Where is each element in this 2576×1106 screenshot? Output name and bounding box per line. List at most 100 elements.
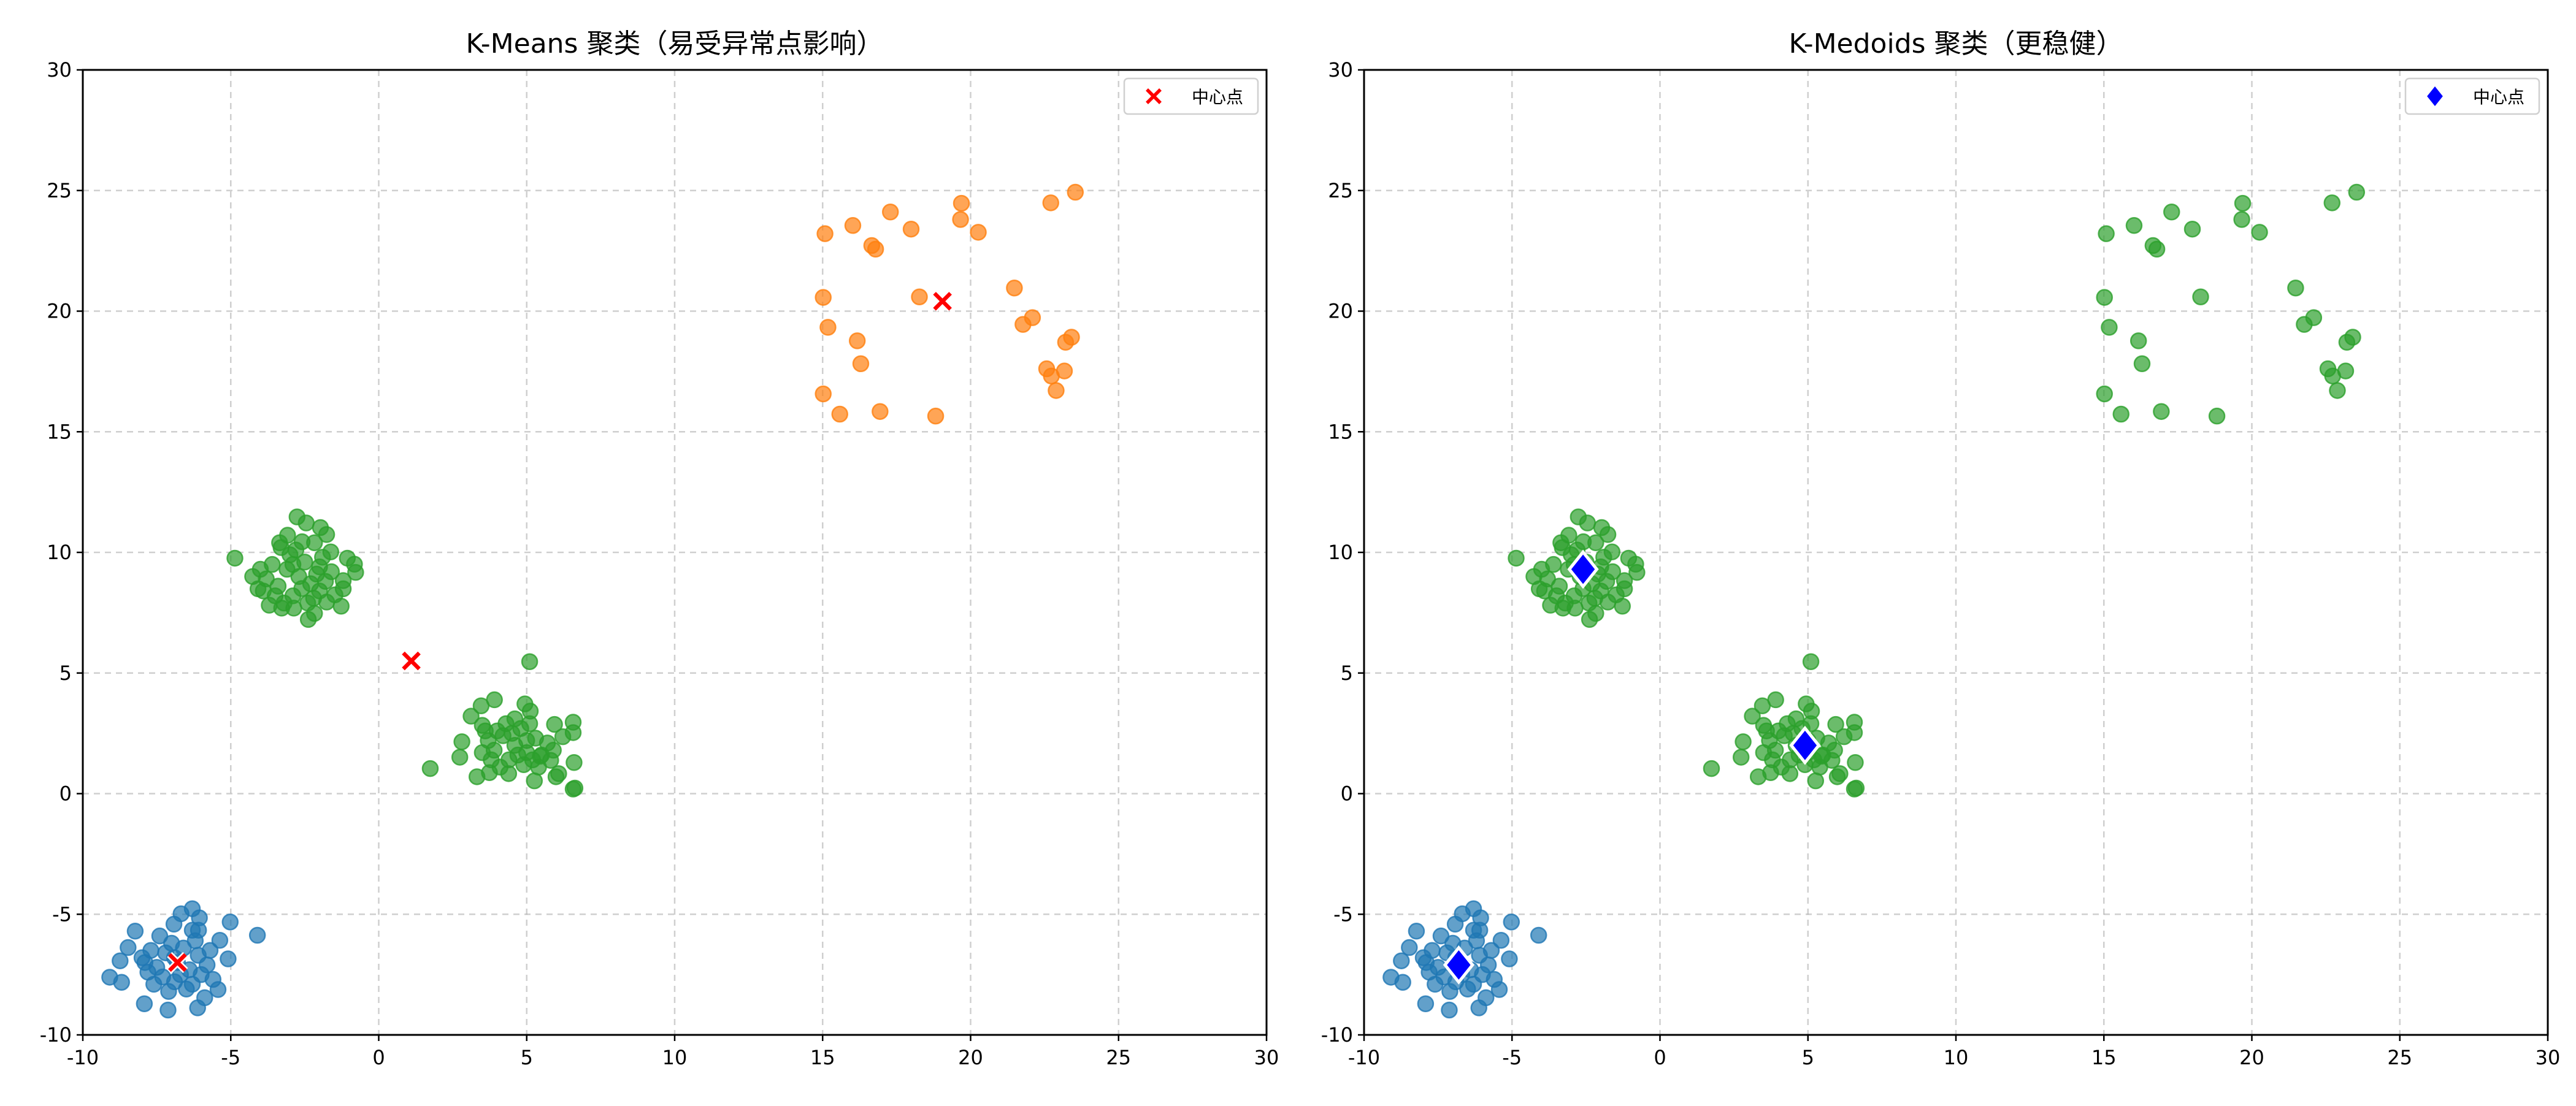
y-tick-label: -10 bbox=[1321, 1023, 1353, 1047]
y-tick-label: 30 bbox=[47, 58, 72, 82]
kmedoids-title: K-Medoids 聚类（更稳健） bbox=[1788, 28, 2123, 59]
x-tick-label: 5 bbox=[1802, 1046, 1814, 1069]
y-tick-label: -5 bbox=[52, 902, 72, 926]
data-point bbox=[1754, 697, 1771, 715]
data-point bbox=[521, 715, 539, 733]
data-point bbox=[1703, 760, 1720, 777]
data-point bbox=[1847, 753, 1864, 771]
data-point bbox=[160, 983, 177, 1000]
data-point bbox=[2305, 309, 2323, 326]
x-tick-label: 30 bbox=[1254, 1046, 1279, 1069]
data-point bbox=[462, 707, 480, 725]
data-point bbox=[2208, 407, 2226, 425]
data-point bbox=[297, 514, 315, 532]
data-point bbox=[165, 915, 183, 933]
center-marker bbox=[167, 952, 188, 974]
y-tick-label: 5 bbox=[1341, 662, 1353, 685]
x-tick-label: 25 bbox=[1106, 1046, 1131, 1069]
data-point bbox=[911, 288, 928, 306]
data-point bbox=[1441, 1001, 1458, 1019]
data-point bbox=[927, 407, 945, 425]
data-point bbox=[1468, 932, 1485, 950]
data-point bbox=[2192, 288, 2209, 306]
y-tick-label: 20 bbox=[1328, 300, 1353, 323]
data-point bbox=[1024, 309, 1041, 326]
data-point bbox=[159, 1001, 177, 1019]
data-point bbox=[1485, 971, 1503, 988]
data-point bbox=[815, 289, 832, 306]
data-point bbox=[2096, 289, 2113, 306]
data-point bbox=[311, 582, 328, 600]
data-point bbox=[1432, 927, 1450, 945]
data-point bbox=[477, 722, 494, 739]
data-point bbox=[2163, 204, 2180, 221]
data-point bbox=[1599, 526, 1617, 543]
data-point bbox=[1459, 980, 1476, 997]
data-point bbox=[472, 697, 490, 715]
x-tick-label: 15 bbox=[810, 1046, 835, 1069]
data-point bbox=[1802, 653, 1820, 671]
data-point bbox=[306, 534, 323, 552]
data-point bbox=[867, 240, 884, 258]
data-point bbox=[1554, 539, 1571, 556]
data-point bbox=[1503, 913, 1520, 931]
data-point bbox=[453, 733, 470, 750]
data-point bbox=[1604, 563, 1622, 581]
data-point bbox=[1807, 772, 1825, 790]
data-point bbox=[196, 989, 213, 1007]
legend: 中心点 bbox=[2404, 77, 2540, 115]
data-point bbox=[1802, 715, 1820, 733]
data-point bbox=[226, 549, 243, 567]
data-point bbox=[272, 539, 290, 556]
data-point bbox=[2348, 183, 2366, 201]
data-point bbox=[1587, 534, 1604, 552]
data-point bbox=[2098, 225, 2115, 242]
data-point bbox=[1620, 549, 1638, 567]
medoid-marker bbox=[1443, 945, 1475, 985]
data-point bbox=[251, 560, 269, 578]
y-tick-label: -10 bbox=[40, 1023, 72, 1047]
data-point bbox=[318, 526, 335, 543]
legend-label: 中心点 bbox=[1192, 87, 1243, 107]
y-tick-label: 25 bbox=[47, 179, 72, 202]
medoid-marker bbox=[1789, 725, 1821, 765]
data-point bbox=[151, 927, 169, 945]
data-point bbox=[546, 715, 563, 733]
data-point bbox=[565, 753, 583, 771]
center-marker bbox=[932, 291, 953, 312]
data-point bbox=[518, 732, 535, 749]
data-point bbox=[831, 405, 848, 423]
x-tick-label: 20 bbox=[958, 1046, 983, 1069]
data-point bbox=[2125, 217, 2143, 234]
data-point bbox=[1628, 563, 1646, 581]
y-tick-label: 15 bbox=[1328, 420, 1353, 443]
data-point bbox=[211, 931, 229, 949]
data-point bbox=[178, 980, 195, 997]
data-point bbox=[1492, 931, 1510, 949]
data-point bbox=[1006, 279, 1023, 297]
x-tick-label: 0 bbox=[372, 1046, 385, 1069]
data-point bbox=[1057, 334, 1075, 351]
data-point bbox=[1846, 780, 1863, 798]
data-point bbox=[844, 217, 862, 234]
data-point bbox=[284, 555, 302, 573]
axes-frame bbox=[1363, 69, 2549, 1036]
data-point bbox=[902, 220, 920, 238]
data-point bbox=[550, 765, 567, 782]
data-point bbox=[1735, 733, 1752, 750]
data-point bbox=[287, 541, 305, 559]
data-point bbox=[2183, 220, 2201, 238]
data-point bbox=[314, 549, 331, 566]
data-point bbox=[970, 224, 987, 241]
x-tick-label: -5 bbox=[221, 1046, 240, 1069]
data-point bbox=[1536, 582, 1554, 600]
data-point bbox=[815, 385, 832, 403]
kmeans-title: K-Means 聚类（易受异常点影响） bbox=[466, 28, 884, 59]
data-point bbox=[112, 952, 129, 969]
data-point bbox=[1408, 923, 1425, 940]
data-point bbox=[524, 751, 542, 769]
data-point bbox=[347, 563, 364, 581]
data-point bbox=[1580, 594, 1598, 612]
data-point bbox=[1758, 722, 1775, 739]
data-point bbox=[186, 932, 204, 950]
